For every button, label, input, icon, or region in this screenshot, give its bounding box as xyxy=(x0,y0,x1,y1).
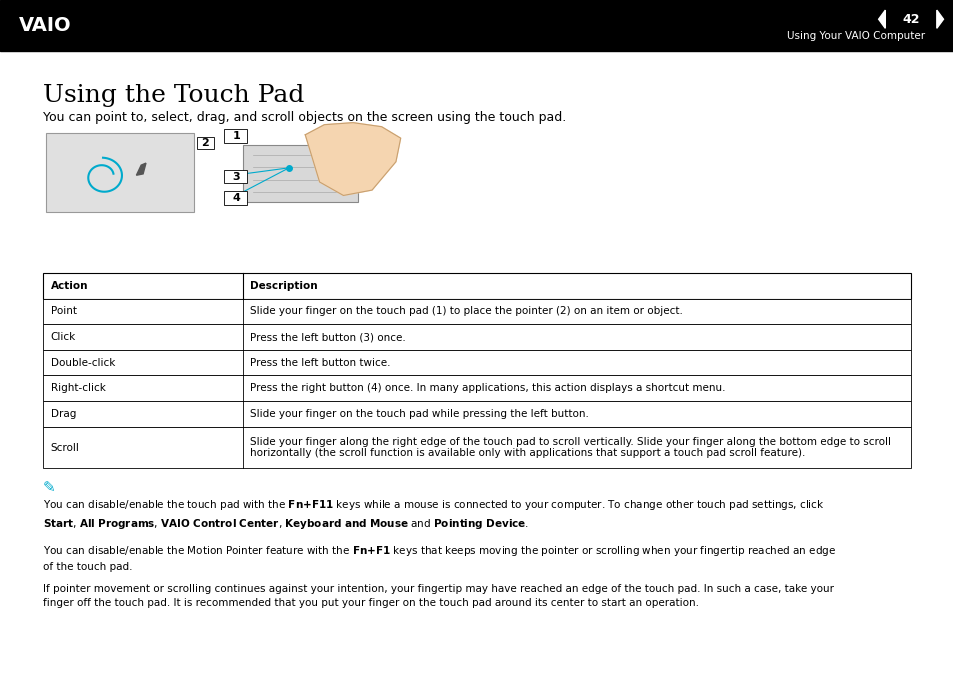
Text: VAIO: VAIO xyxy=(19,16,71,35)
Text: Press the left button twice.: Press the left button twice. xyxy=(250,358,391,367)
Bar xyxy=(196,137,213,149)
Text: 3: 3 xyxy=(233,172,240,181)
Text: Double-click: Double-click xyxy=(51,358,114,367)
Text: Using the Touch Pad: Using the Touch Pad xyxy=(43,84,304,107)
Bar xyxy=(224,129,247,143)
Text: Press the right button (4) once. In many applications, this action displays a sh: Press the right button (4) once. In many… xyxy=(250,384,725,393)
Bar xyxy=(43,324,910,350)
Text: You can disable/enable the Motion Pointer feature with the $\mathbf{Fn{+}F1}$ ke: You can disable/enable the Motion Pointe… xyxy=(43,544,835,572)
Text: Scroll: Scroll xyxy=(51,443,79,452)
Text: Point: Point xyxy=(51,307,76,316)
Bar xyxy=(43,427,910,468)
Text: Right-click: Right-click xyxy=(51,384,106,393)
Text: You can point to, select, drag, and scroll objects on the screen using the touch: You can point to, select, drag, and scro… xyxy=(43,111,565,124)
Text: Description: Description xyxy=(250,281,317,290)
Bar xyxy=(0,0,953,51)
Polygon shape xyxy=(136,163,146,175)
Text: Action: Action xyxy=(51,281,88,290)
Text: Click: Click xyxy=(51,332,75,342)
Polygon shape xyxy=(878,10,884,28)
Text: ✎: ✎ xyxy=(43,481,55,495)
Text: Drag: Drag xyxy=(51,409,76,419)
Text: Slide your finger on the touch pad while pressing the left button.: Slide your finger on the touch pad while… xyxy=(250,409,589,419)
Bar xyxy=(43,350,910,375)
Bar xyxy=(43,273,910,299)
Bar xyxy=(224,170,247,183)
Text: Using Your VAIO Computer: Using Your VAIO Computer xyxy=(786,32,924,41)
Text: Slide your finger on the touch pad (1) to place the pointer (2) on an item or ob: Slide your finger on the touch pad (1) t… xyxy=(250,307,682,316)
Text: Slide your finger along the right edge of the touch pad to scroll vertically. Sl: Slide your finger along the right edge o… xyxy=(250,437,890,458)
Text: 2: 2 xyxy=(201,138,209,148)
Text: If pointer movement or scrolling continues against your intention, your fingerti: If pointer movement or scrolling continu… xyxy=(43,584,833,609)
Polygon shape xyxy=(305,123,400,195)
Polygon shape xyxy=(936,10,943,28)
Text: You can disable/enable the touch pad with the $\mathbf{Fn{+}F11}$ keys while a m: You can disable/enable the touch pad wit… xyxy=(43,498,823,531)
Bar xyxy=(243,145,357,202)
Text: 42: 42 xyxy=(902,13,919,26)
Bar xyxy=(43,401,910,427)
Bar xyxy=(224,191,247,205)
Bar xyxy=(43,375,910,401)
Text: Press the left button (3) once.: Press the left button (3) once. xyxy=(250,332,406,342)
Bar xyxy=(43,299,910,324)
Text: 4: 4 xyxy=(233,193,240,203)
Bar xyxy=(46,133,193,212)
Text: 1: 1 xyxy=(233,131,240,141)
